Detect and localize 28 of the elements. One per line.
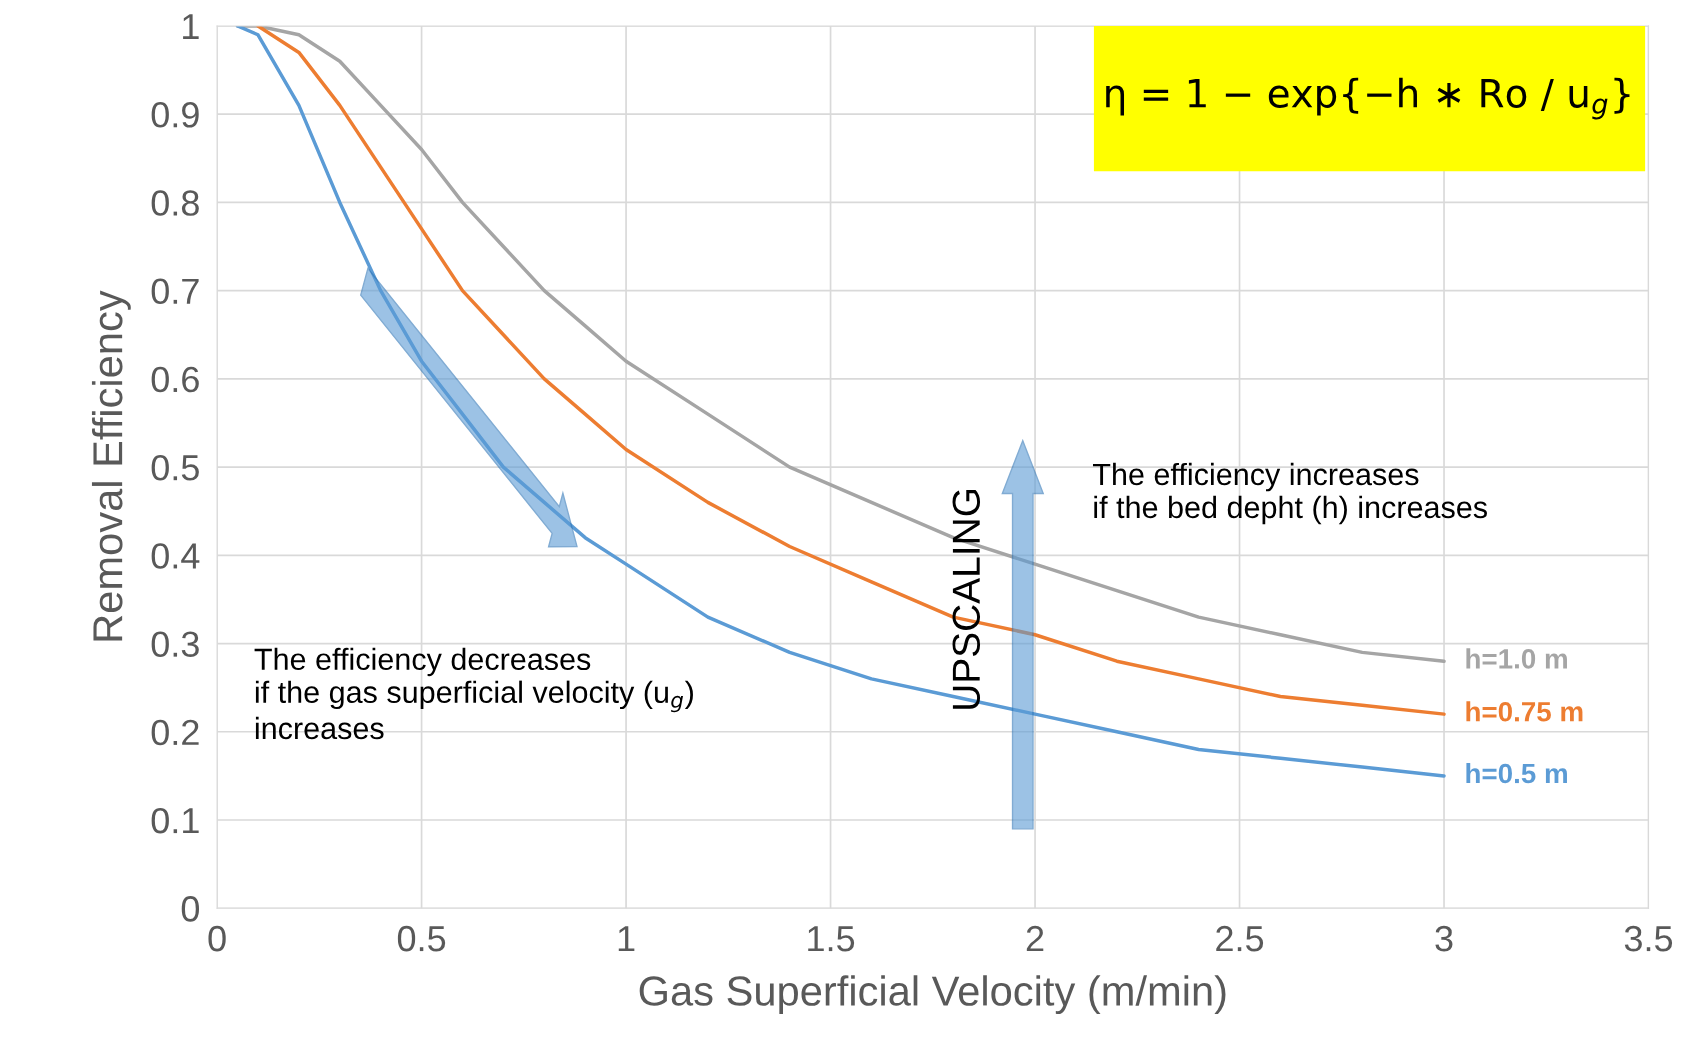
y-tick-label: 0.4 (151, 543, 200, 569)
text: The efficiency decreases if the gas superficial velocity (u$_{g}$) increases (254, 647, 693, 740)
x-tick-label: 3 (1435, 925, 1453, 952)
annotation: The efficiency increases if the bed depht (h) increases (1092, 462, 1487, 525)
x-tick-label: 0 (208, 925, 226, 952)
annotation: UPSCALING (952, 489, 981, 709)
series-label: h=0.5 m (1466, 762, 1567, 784)
y-tick-label: 1 (183, 14, 199, 40)
y-tick-label: 0.5 (151, 454, 199, 481)
x-tick-label: 1 (618, 926, 635, 952)
x-tick-label: 2 (1026, 925, 1044, 952)
y-tick-label: 0.2 (151, 719, 199, 746)
y-tick-label: 0.8 (151, 190, 199, 216)
series-label: h=0.75 m (1466, 701, 1583, 722)
y-tick-label: 0.1 (151, 807, 199, 834)
series-label: h=1.0 m (1466, 648, 1567, 669)
x-tick-label: 0.5 (397, 925, 446, 952)
y-axis-title: Removal Efficiency (91, 290, 131, 641)
y-tick-label: 0.6 (151, 366, 199, 393)
y-tick-label: 0.7 (151, 278, 199, 305)
x-tick-label: 2.5 (1216, 925, 1264, 952)
x-tick-label: 3.5 (1624, 925, 1673, 952)
y-tick-label: 0.9 (151, 102, 199, 128)
y-tick-label: 0.3 (151, 631, 199, 657)
x-axis-title: Gas Superficial Velocity (m/min) (639, 975, 1226, 1015)
annotation: η = 1 − exp{−h ∗ Ro / u$_{g}$} (1106, 77, 1630, 120)
y-tick-label: 0 (181, 896, 200, 922)
x-tick-label: 1.5 (808, 926, 855, 952)
